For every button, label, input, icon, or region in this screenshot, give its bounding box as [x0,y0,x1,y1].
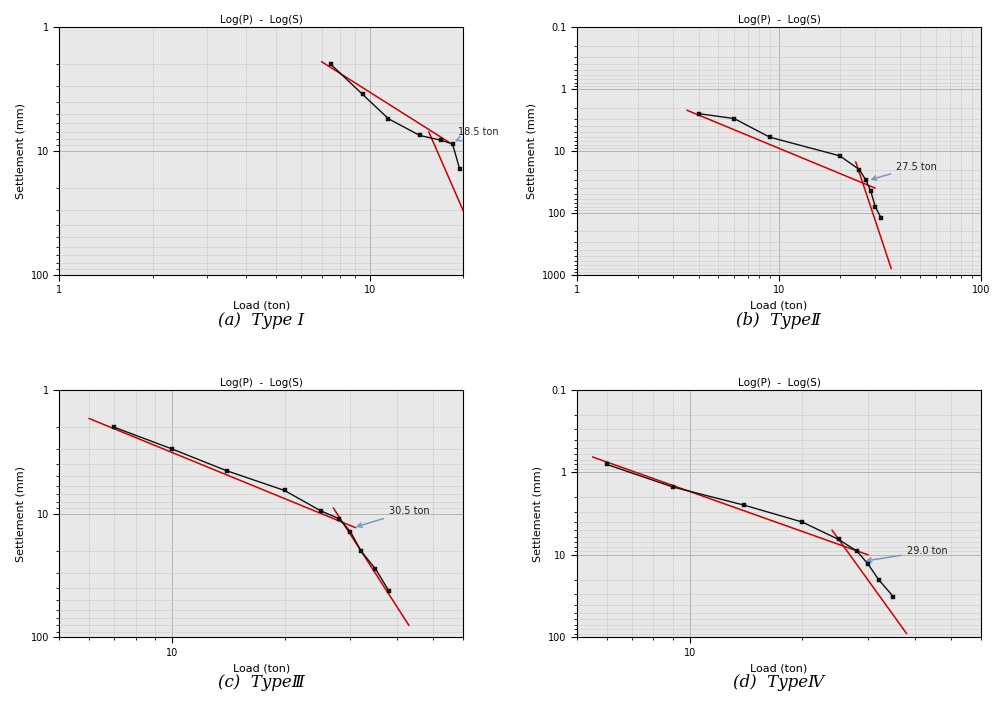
Title: Log(P)  -  Log(S): Log(P) - Log(S) [220,15,303,25]
Text: 30.5 ton: 30.5 ton [358,506,429,528]
X-axis label: Load (ton): Load (ton) [232,301,289,311]
X-axis label: Load (ton): Load (ton) [232,663,289,673]
Text: 27.5 ton: 27.5 ton [872,161,937,180]
Y-axis label: Settlement (mm): Settlement (mm) [15,466,25,562]
Text: (b)  TypeⅡ: (b) TypeⅡ [737,312,821,328]
Title: Log(P)  -  Log(S): Log(P) - Log(S) [738,15,820,25]
Text: (d)  TypeⅣ: (d) TypeⅣ [734,675,824,691]
Text: (c)  TypeⅢ: (c) TypeⅢ [218,675,305,691]
Text: 18.5 ton: 18.5 ton [456,127,498,141]
Title: Log(P)  -  Log(S): Log(P) - Log(S) [738,378,820,388]
Y-axis label: Settlement (mm): Settlement (mm) [533,466,543,562]
Text: (a)  Type I: (a) Type I [218,312,305,328]
Y-axis label: Settlement (mm): Settlement (mm) [15,103,25,199]
Y-axis label: Settlement (mm): Settlement (mm) [527,103,537,199]
Title: Log(P)  -  Log(S): Log(P) - Log(S) [220,378,303,388]
X-axis label: Load (ton): Load (ton) [751,663,808,673]
X-axis label: Load (ton): Load (ton) [751,301,808,311]
Text: 29.0 ton: 29.0 ton [867,546,948,562]
